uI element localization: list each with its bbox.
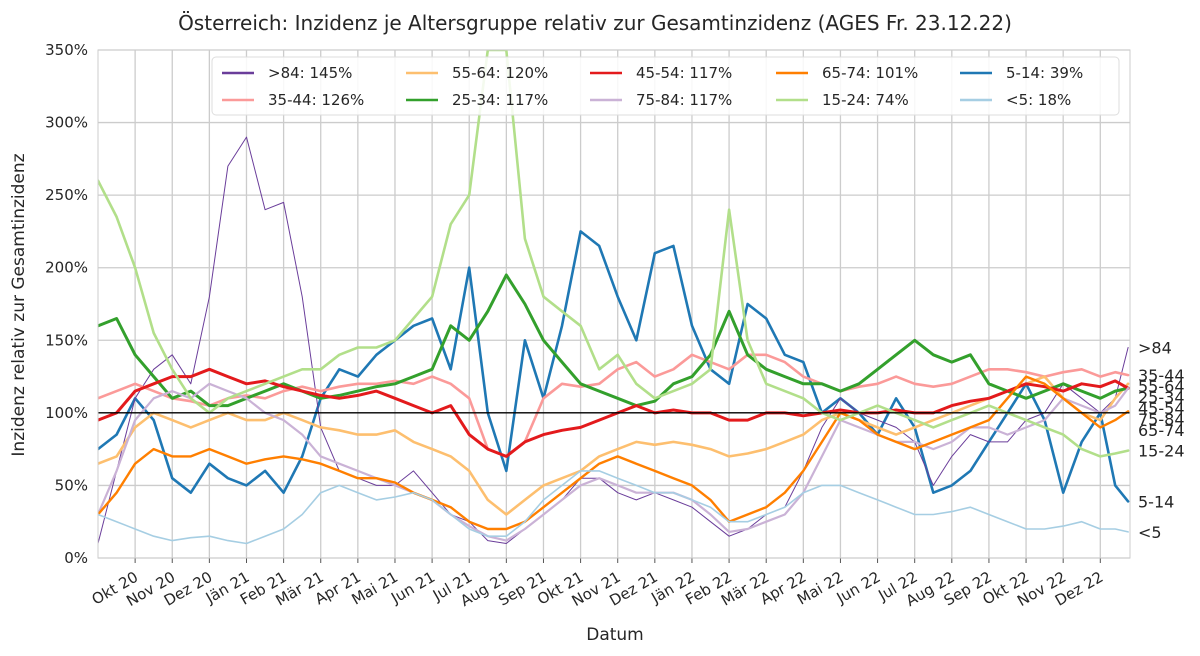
end-label-65-74: 65-74: [1138, 421, 1185, 440]
end-label-75-84: 75-84: [1138, 410, 1185, 429]
legend-label: >84: 145%: [268, 64, 352, 82]
plot-frame: [97, 49, 1131, 559]
end-label-25-34: 25-34: [1138, 388, 1185, 407]
y-tick-label: 150%: [45, 331, 88, 349]
y-tick-label: 100%: [45, 404, 88, 422]
end-label-gt84: >84: [1138, 339, 1172, 358]
series-line-65-74: [98, 375, 1130, 531]
chart-title: Österreich: Inzidenz je Altersgruppe rel…: [178, 11, 1012, 35]
legend-entry-65-74: 65-74: 101%: [776, 64, 918, 82]
y-tick-label: 50%: [55, 476, 88, 494]
end-label-5-14: 5-14: [1138, 492, 1174, 511]
end-label-45-54: 45-54: [1138, 399, 1185, 418]
legend-label: 65-74: 101%: [822, 64, 918, 82]
end-label-55-64: 55-64: [1138, 377, 1185, 396]
series-line-lt5: [98, 470, 1129, 545]
y-axis-label: Inzidenz relativ zur Gesamtinzidenz: [9, 153, 29, 456]
series-lines: [98, 50, 1130, 545]
series-line-gt84: [98, 136, 1129, 544]
legend-entry-15-24: 15-24: 74%: [776, 91, 909, 109]
y-tick-label: 0%: [64, 549, 88, 567]
legend-box: [211, 56, 1120, 116]
end-label-lt5: <5: [1138, 523, 1162, 542]
legend-entry-gt84: >84: 145%: [222, 64, 352, 82]
legend-label: 5-14: 39%: [1006, 64, 1083, 82]
y-tick-labels: 0% 50% 100% 150% 200% 250% 300% 350%: [45, 41, 88, 567]
y-tick-label: 200%: [45, 259, 88, 277]
legend-label: 15-24: 74%: [822, 91, 909, 109]
legend-label: 55-64: 120%: [452, 64, 548, 82]
legend-entry-25-34: 25-34: 117%: [406, 91, 548, 109]
legend: >84: 145% 35-44: 126% 55-64: 120% 25-34: 11…: [211, 56, 1120, 116]
y-tick-label: 300%: [45, 114, 88, 132]
legend-entry-lt5: <5: 18%: [960, 91, 1071, 109]
end-label-35-44: 35-44: [1138, 366, 1185, 385]
series-line-15-24: [98, 50, 1130, 458]
legend-entry-35-44: 35-44: 126%: [222, 91, 364, 109]
series-line-35-44: [98, 353, 1130, 458]
legend-entry-75-84: 75-84: 117%: [590, 91, 732, 109]
y-tick-label: 250%: [45, 186, 88, 204]
legend-label: 25-34: 117%: [452, 91, 548, 109]
legend-entry-55-64: 55-64: 120%: [406, 64, 548, 82]
series-line-75-84: [98, 382, 1130, 542]
legend-label: <5: 18%: [1006, 91, 1071, 109]
y-tick-label: 350%: [45, 41, 88, 59]
legend-label: 45-54: 117%: [636, 64, 732, 82]
series-line-5-14: [98, 230, 1130, 503]
legend-entry-5-14: 5-14: 39%: [960, 64, 1083, 82]
legend-entry-45-54: 45-54: 117%: [590, 64, 732, 82]
series-line-25-34: [98, 273, 1130, 408]
legend-label: 75-84: 117%: [636, 91, 732, 109]
series-line-55-64: [98, 375, 1130, 516]
end-label-15-24: 15-24: [1138, 442, 1185, 461]
legend-label: 35-44: 126%: [268, 91, 364, 109]
x-axis-label: Datum: [586, 625, 644, 645]
